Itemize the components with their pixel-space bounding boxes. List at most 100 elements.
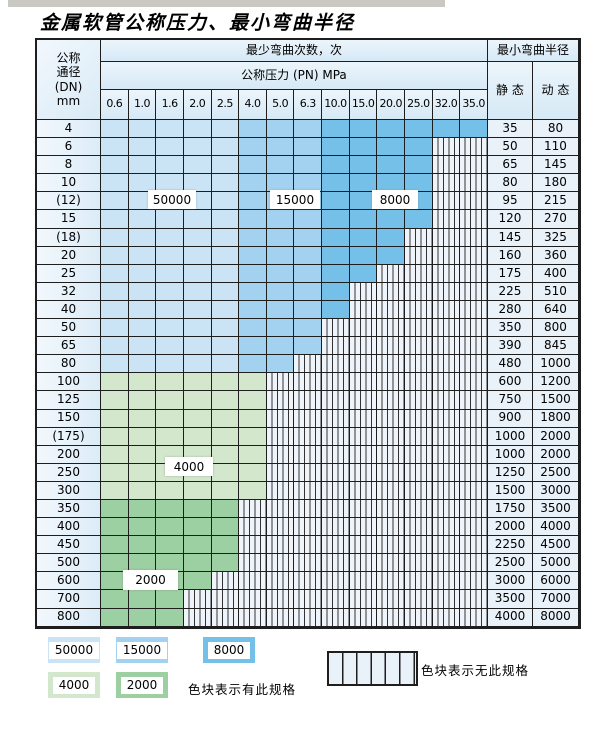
- no-spec-cell: [349, 445, 378, 464]
- no-spec-cell: [460, 481, 488, 500]
- spec-cell: [239, 427, 267, 446]
- static-radius-value: 80: [487, 174, 533, 193]
- dynamic-radius-value: 2000: [532, 427, 579, 446]
- spec-cell: [183, 355, 212, 374]
- spec-cell: [211, 536, 240, 555]
- spec-cell: [211, 499, 240, 519]
- spec-cell: [128, 608, 157, 627]
- dn-label: 125: [37, 391, 101, 410]
- no-spec-cell: [405, 590, 433, 609]
- dynamic-radius-value: 1500: [532, 391, 579, 410]
- legend-swatch-label: 15000: [116, 641, 168, 659]
- no-spec-cell: [239, 499, 267, 519]
- spec-cell: [101, 174, 129, 193]
- dynamic-radius-value: 1800: [532, 409, 579, 428]
- no-spec-cell: [266, 554, 295, 573]
- cycle-label-4000: 4000: [165, 457, 213, 476]
- dn-label: 50: [37, 319, 101, 338]
- no-spec-cell: [405, 319, 433, 338]
- no-spec-cell: [432, 590, 461, 609]
- legend-swatch-8000: 8000: [203, 637, 255, 663]
- pressure-col-header: 1.0: [128, 90, 157, 120]
- no-spec-cell: [377, 536, 406, 555]
- no-spec-cell: [405, 355, 433, 374]
- no-spec-cell: [405, 536, 433, 555]
- dn-label: 4: [37, 120, 101, 139]
- spec-cell: [128, 373, 157, 392]
- dn-label: 25: [37, 264, 101, 283]
- no-spec-cell: [239, 554, 267, 573]
- no-spec-cell: [294, 355, 323, 374]
- spec-cell: [156, 391, 184, 410]
- spec-cell: [211, 210, 240, 229]
- no-spec-cell: [266, 536, 295, 555]
- spec-cell: [128, 174, 157, 193]
- spec-cell: [211, 445, 240, 464]
- spec-cell: [101, 156, 129, 175]
- no-spec-cell: [266, 590, 295, 609]
- pressure-col-header: 5.0: [266, 90, 295, 120]
- no-spec-cell: [377, 499, 406, 519]
- no-spec-cell: [460, 282, 488, 301]
- cycle-label-15000: 15000: [270, 190, 320, 209]
- spec-cell: [211, 246, 240, 265]
- no-spec-cell: [294, 608, 323, 627]
- spec-cell: [128, 445, 157, 464]
- spec-cell: [101, 210, 129, 229]
- dn-label: 250: [37, 463, 101, 482]
- spec-cell: [128, 481, 157, 500]
- no-spec-cell: [405, 264, 433, 283]
- static-radius-value: 65: [487, 156, 533, 175]
- spec-cell: [128, 319, 157, 338]
- spec-cell: [156, 499, 184, 519]
- spec-cell: [156, 210, 184, 229]
- legend-swatch-label: 50000: [48, 641, 100, 659]
- spec-cell: [211, 355, 240, 374]
- spec-cell: [101, 282, 129, 301]
- no-spec-cell: [460, 518, 488, 537]
- spec-cell: [183, 228, 212, 247]
- no-spec-cell: [377, 518, 406, 537]
- spec-cell: [101, 536, 129, 555]
- spec-cell: [211, 391, 240, 410]
- spec-cell: [239, 120, 267, 139]
- spec-cell: [101, 391, 129, 410]
- pressure-col-header: 20.0: [377, 90, 406, 120]
- no-spec-cell: [349, 427, 378, 446]
- dynamic-radius-value: 640: [532, 300, 579, 320]
- no-spec-cell: [460, 174, 488, 193]
- no-spec-cell: [377, 264, 406, 283]
- spec-cell: [101, 246, 129, 265]
- spec-cell: [128, 355, 157, 374]
- spec-cell: [101, 481, 129, 500]
- no-spec-cell: [377, 554, 406, 573]
- no-spec-cell: [377, 319, 406, 338]
- spec-cell: [460, 120, 488, 139]
- no-spec-cell: [183, 590, 212, 609]
- spec-cell: [156, 319, 184, 338]
- spec-cell: [294, 210, 323, 229]
- no-spec-cell: [460, 300, 488, 320]
- spec-cell: [156, 373, 184, 392]
- no-spec-cell: [294, 427, 323, 446]
- spec-cell: [239, 228, 267, 247]
- spec-cell: [266, 282, 295, 301]
- no-spec-cell: [266, 499, 295, 519]
- spec-cell: [239, 210, 267, 229]
- legend-swatch-2000: 2000: [116, 672, 168, 698]
- dynamic-radius-value: 360: [532, 246, 579, 265]
- pressure-col-header: 0.6: [101, 90, 129, 120]
- no-spec-cell: [432, 554, 461, 573]
- dn-label: 65: [37, 337, 101, 356]
- spec-cell: [156, 282, 184, 301]
- spec-cell: [101, 192, 129, 211]
- spec-cell: [183, 120, 212, 139]
- spec-cell: [211, 300, 240, 320]
- no-spec-cell: [432, 608, 461, 627]
- static-radius-value: 3500: [487, 590, 533, 609]
- spec-cell: [128, 427, 157, 446]
- pressure-col-header: 32.0: [432, 90, 461, 120]
- spec-cell: [183, 572, 212, 591]
- no-spec-cell: [349, 590, 378, 609]
- dynamic-radius-value: 845: [532, 337, 579, 356]
